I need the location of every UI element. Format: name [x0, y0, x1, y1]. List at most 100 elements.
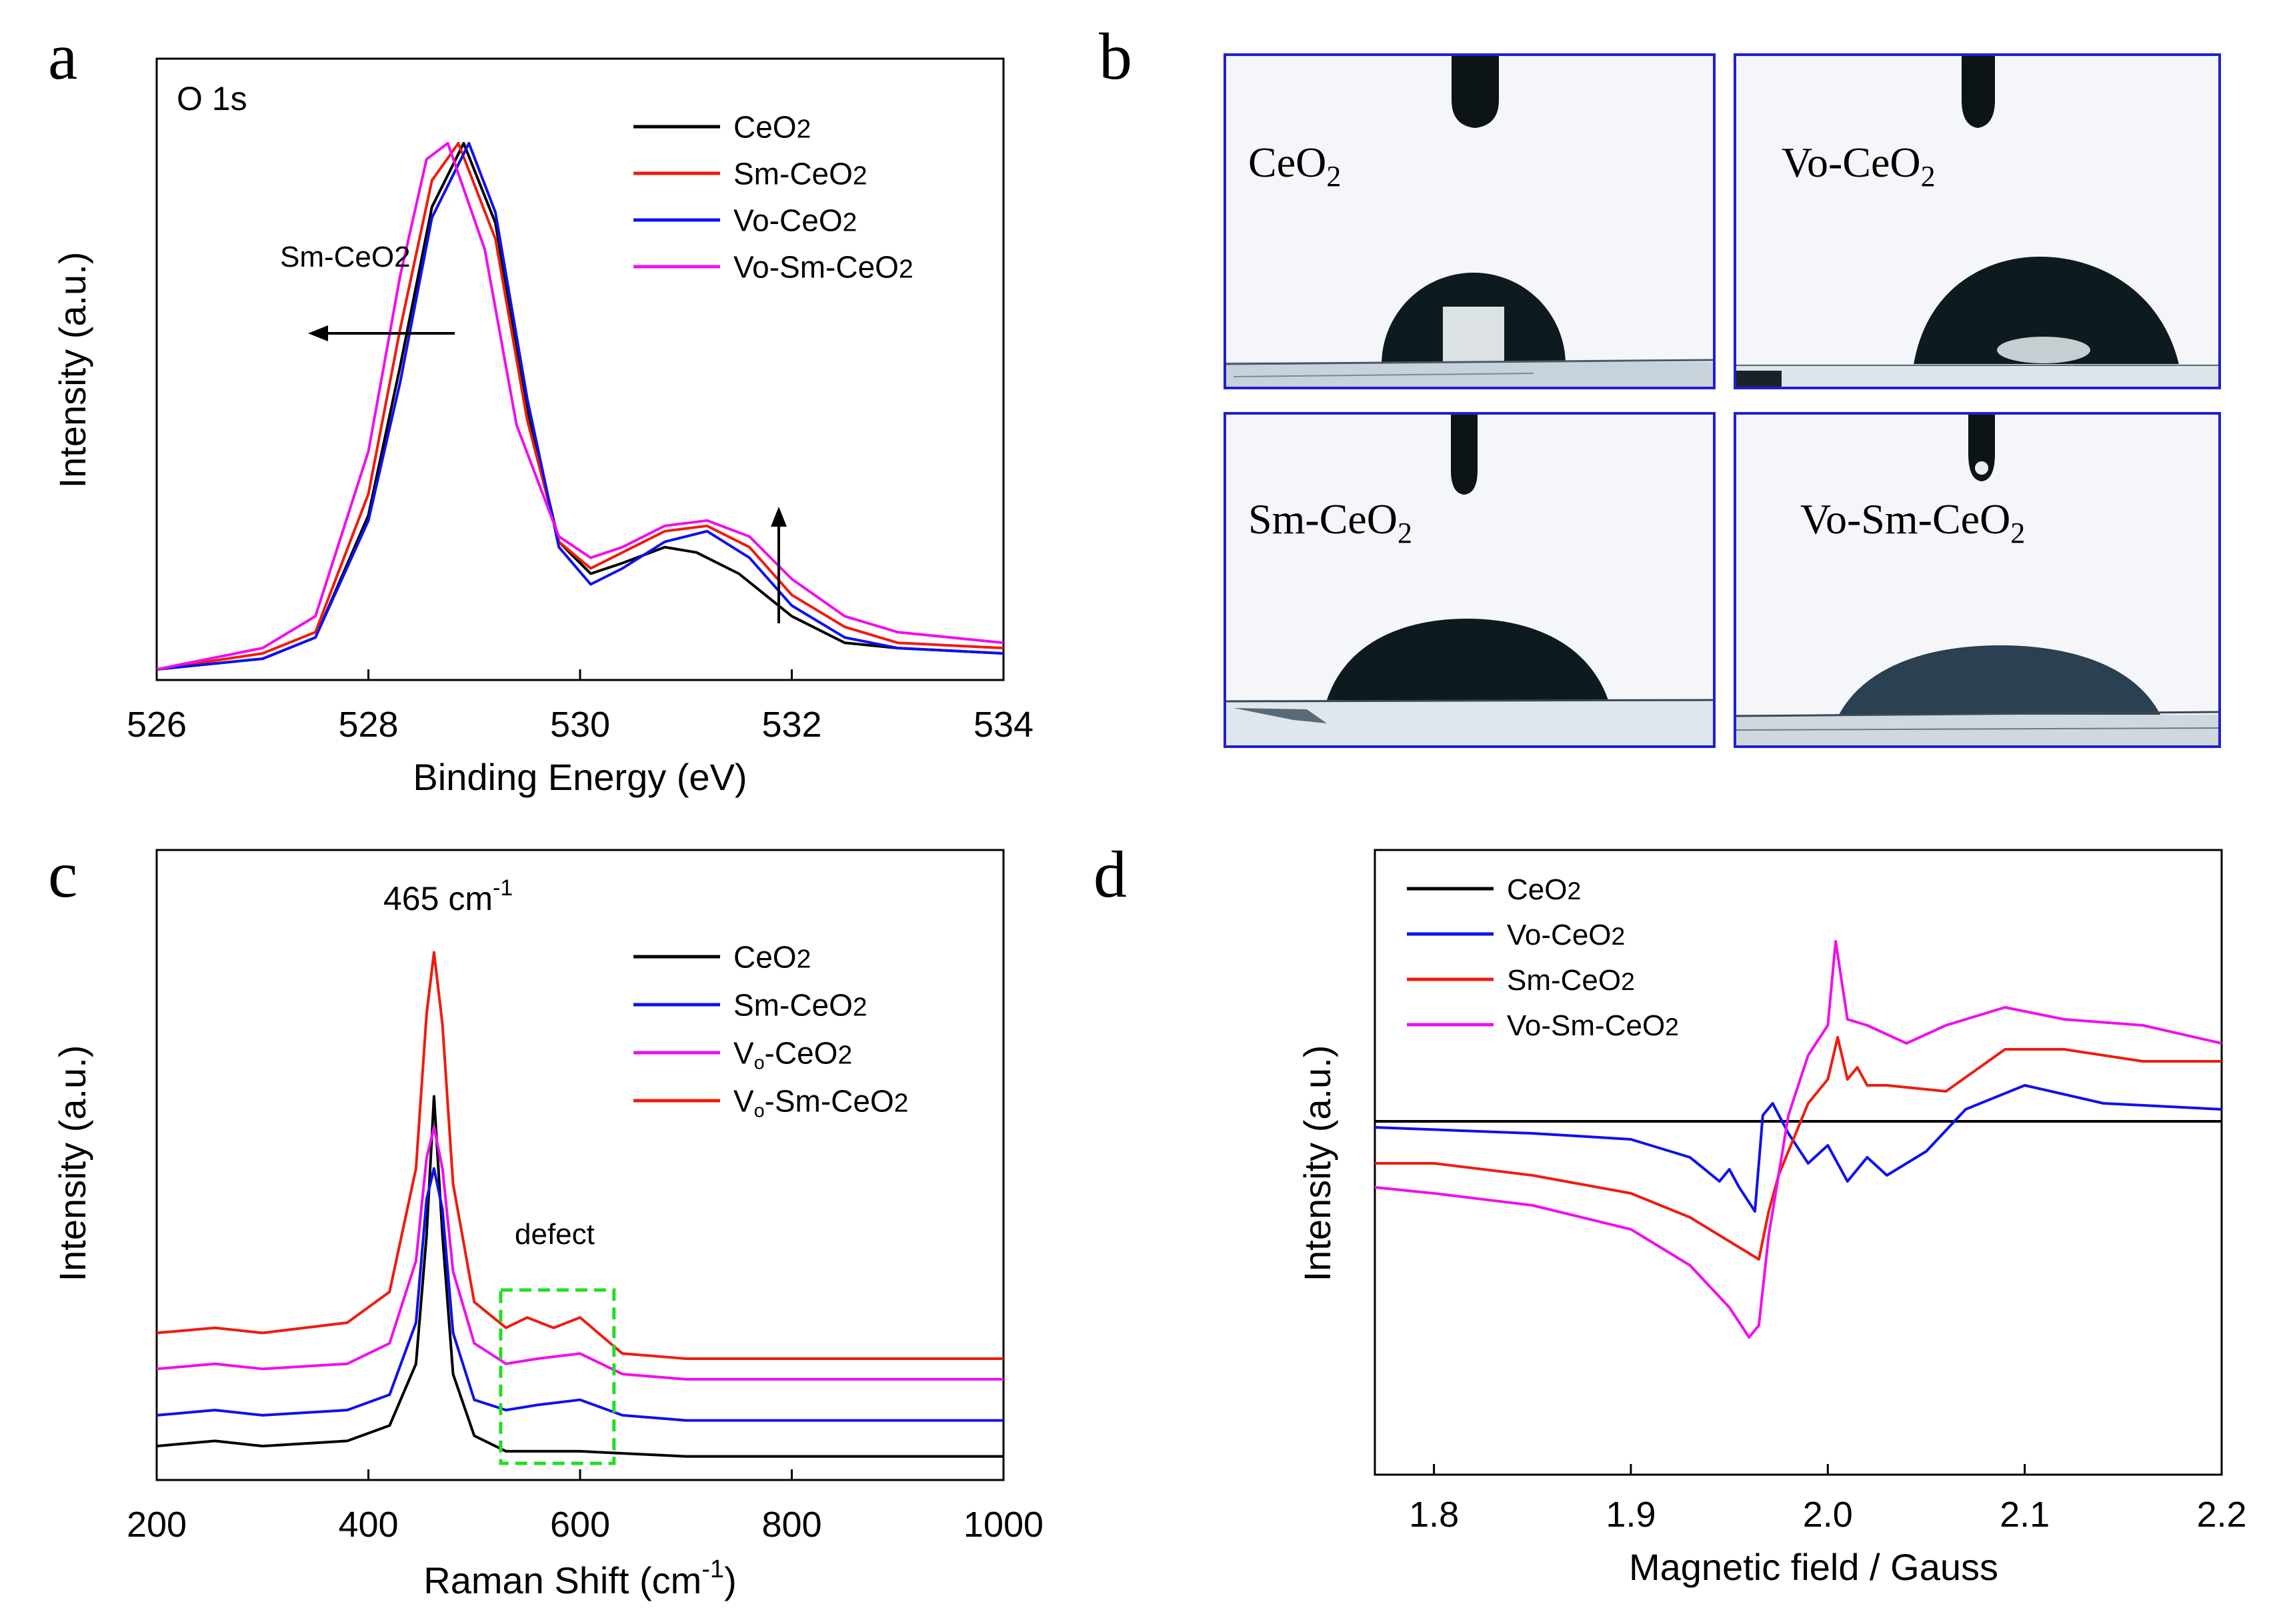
image-frame [1224, 412, 1716, 748]
panel-letter-a: a [48, 19, 77, 93]
x-ticks-d: 1.8 1.9 2.0 2.1 2.2 [1409, 1464, 2247, 1535]
x-tick-label: 532 [761, 705, 821, 745]
series-line-ceo2 [156, 141, 1004, 671]
panel-a: a O 1s Sm-CeO2 Binding Energy (eV) Inten… [48, 19, 1033, 798]
water-droplet [1914, 257, 2179, 365]
droplet-image-ceo2: CeO2 [1224, 53, 1716, 389]
legend-entry-label: CeO2 [1507, 873, 1581, 906]
x-tick-label: 800 [761, 1505, 821, 1545]
x-tick-label: 528 [338, 705, 398, 745]
plot-frame-d [1374, 849, 2223, 1476]
legend-entry-label: Vo-CeO2 [733, 1036, 852, 1074]
legend-entry-label: Vo-CeO2 [1507, 919, 1625, 951]
x-tick-label: 1.8 [1409, 1495, 1459, 1535]
needle-tip-highlight [1975, 461, 1988, 475]
image-label-vo-sm-ceo2: Vo-Sm-CeO2 [1800, 495, 2025, 549]
series-line-ceo2 [156, 1095, 1003, 1458]
water-droplet [1839, 645, 2160, 715]
defect-region-box [499, 1288, 616, 1465]
panel-b: b CeO2 [1099, 19, 2221, 748]
series-line-sm-ceo2 [156, 141, 1004, 671]
x-tick-label: 2.2 [2196, 1495, 2246, 1535]
series-line-vo-ceo2 [156, 1125, 1003, 1381]
image-label-ceo2: CeO2 [1248, 139, 1341, 193]
baseline [1225, 699, 1714, 703]
droplet-image-vo-sm-ceo2: Vo-Sm-CeO2 [1734, 412, 2221, 748]
dispensing-needle [1962, 55, 1995, 128]
legend-entry-label: CeO2 [733, 940, 811, 975]
x-tick-label: 2.0 [1803, 1495, 1853, 1535]
plot-area-a [156, 141, 1004, 671]
substrate [1735, 715, 2220, 747]
legend-entry-label: CeO2 [733, 110, 811, 145]
legend-entry-label: Vo-Sm-CeO2 [733, 250, 913, 285]
surface-texture [1233, 373, 1534, 377]
legend-c: CeO2 Sm-CeO2 Vo-CeO2 Vo-Sm-CeO2 [633, 940, 909, 1122]
substrate-debris [1234, 708, 1327, 723]
x-tick-label: 400 [338, 1505, 398, 1545]
series-line-sm-ceo2 [156, 1167, 1003, 1422]
dispensing-needle [1452, 55, 1499, 128]
x-tick-label: 530 [550, 705, 610, 745]
panel-d: d Magnetic field / Gauss Intensity (a.u.… [1093, 837, 2247, 1588]
dispensing-needle [1451, 413, 1478, 495]
x-tick-label: 1.9 [1606, 1495, 1656, 1535]
plot-area-d [1374, 940, 2222, 1339]
legend-entry-label: Sm-CeO2 [733, 157, 867, 191]
x-tick-label: 534 [973, 705, 1033, 745]
legend-entry-label: Vo-Sm-CeO2 [1507, 1009, 1679, 1042]
arrow-label-sm-ceo2: Sm-CeO2 [280, 241, 411, 273]
substrate-edge [1735, 371, 1782, 388]
series-line-sm-ceo2 [1375, 1036, 2222, 1261]
legend-entry-label: Vo-CeO2 [733, 203, 857, 238]
increase-arrow-head-up [771, 507, 787, 527]
legend-entry-label: Vo-Sm-CeO2 [733, 1084, 909, 1122]
y-axis-label-c: Intensity (a.u.) [51, 1045, 93, 1282]
panel-c: c 465 cm-1 defect Raman Shift (cm-1) Int… [48, 837, 1043, 1601]
baseline [1735, 711, 2220, 717]
x-tick-label: 200 [127, 1505, 187, 1545]
legend-a: CeO2 Sm-CeO2 Vo-CeO2 Vo-Sm-CeO2 [633, 110, 913, 285]
surface-texture [1735, 727, 2220, 731]
peak-label-465: 465 cm-1 [383, 875, 513, 917]
plot-frame-c [155, 849, 1005, 1481]
defect-label: defect [515, 1218, 595, 1251]
droplet-image-vo-ceo2: Vo-CeO2 [1734, 53, 2221, 389]
dispensing-needle [1968, 413, 1995, 481]
series-line-vo-ceo2 [156, 141, 1004, 671]
plot-frame-a [155, 57, 1005, 681]
series-line-vo-sm-ceo2 [156, 141, 1004, 671]
image-frame [1224, 53, 1716, 389]
panel-letter-b: b [1099, 19, 1132, 93]
substrate [1225, 362, 1714, 388]
y-axis-label-a: Intensity (a.u.) [51, 252, 93, 489]
series-line-vo-sm-ceo2 [156, 951, 1003, 1360]
droplet-highlight [1443, 307, 1504, 364]
series-line-vo-sm-ceo2 [1374, 940, 2222, 1339]
x-tick-label: 2.1 [2000, 1495, 2050, 1535]
substrate [1225, 700, 1714, 747]
image-label-sm-ceo2: Sm-CeO2 [1248, 495, 1412, 549]
panel-letter-c: c [48, 837, 77, 911]
water-droplet [1327, 619, 1608, 700]
plot-area-c [156, 951, 1003, 1458]
x-tick-label: 600 [550, 1505, 610, 1545]
image-frame [1734, 412, 2221, 748]
legend-entry-label: Sm-CeO2 [1507, 964, 1635, 997]
x-tick-label: 526 [127, 705, 187, 745]
panel-letter-d: d [1093, 837, 1127, 911]
x-tick-label: 1000 [963, 1505, 1043, 1545]
baseline [1225, 359, 1714, 365]
shift-arrow-head-left [308, 325, 328, 341]
x-axis-label-a: Binding Energy (eV) [413, 756, 747, 798]
y-axis-label-d: Intensity (a.u.) [1296, 1045, 1338, 1282]
legend-d: CeO2 Vo-CeO2 Sm-CeO2 Vo-Sm-CeO2 [1407, 873, 1679, 1042]
image-label-vo-ceo2: Vo-CeO2 [1782, 139, 1936, 193]
series-line-vo-ceo2 [1374, 1084, 2222, 1213]
substrate [1735, 364, 2220, 388]
x-ticks-a: 526 528 530 532 534 [127, 669, 1033, 745]
x-ticks-c: 200 400 600 800 1000 [127, 1469, 1043, 1545]
x-axis-label-c: Raman Shift (cm-1) [423, 1555, 736, 1601]
image-frame [1734, 53, 2221, 389]
corner-label-o1s: O 1s [177, 80, 247, 117]
